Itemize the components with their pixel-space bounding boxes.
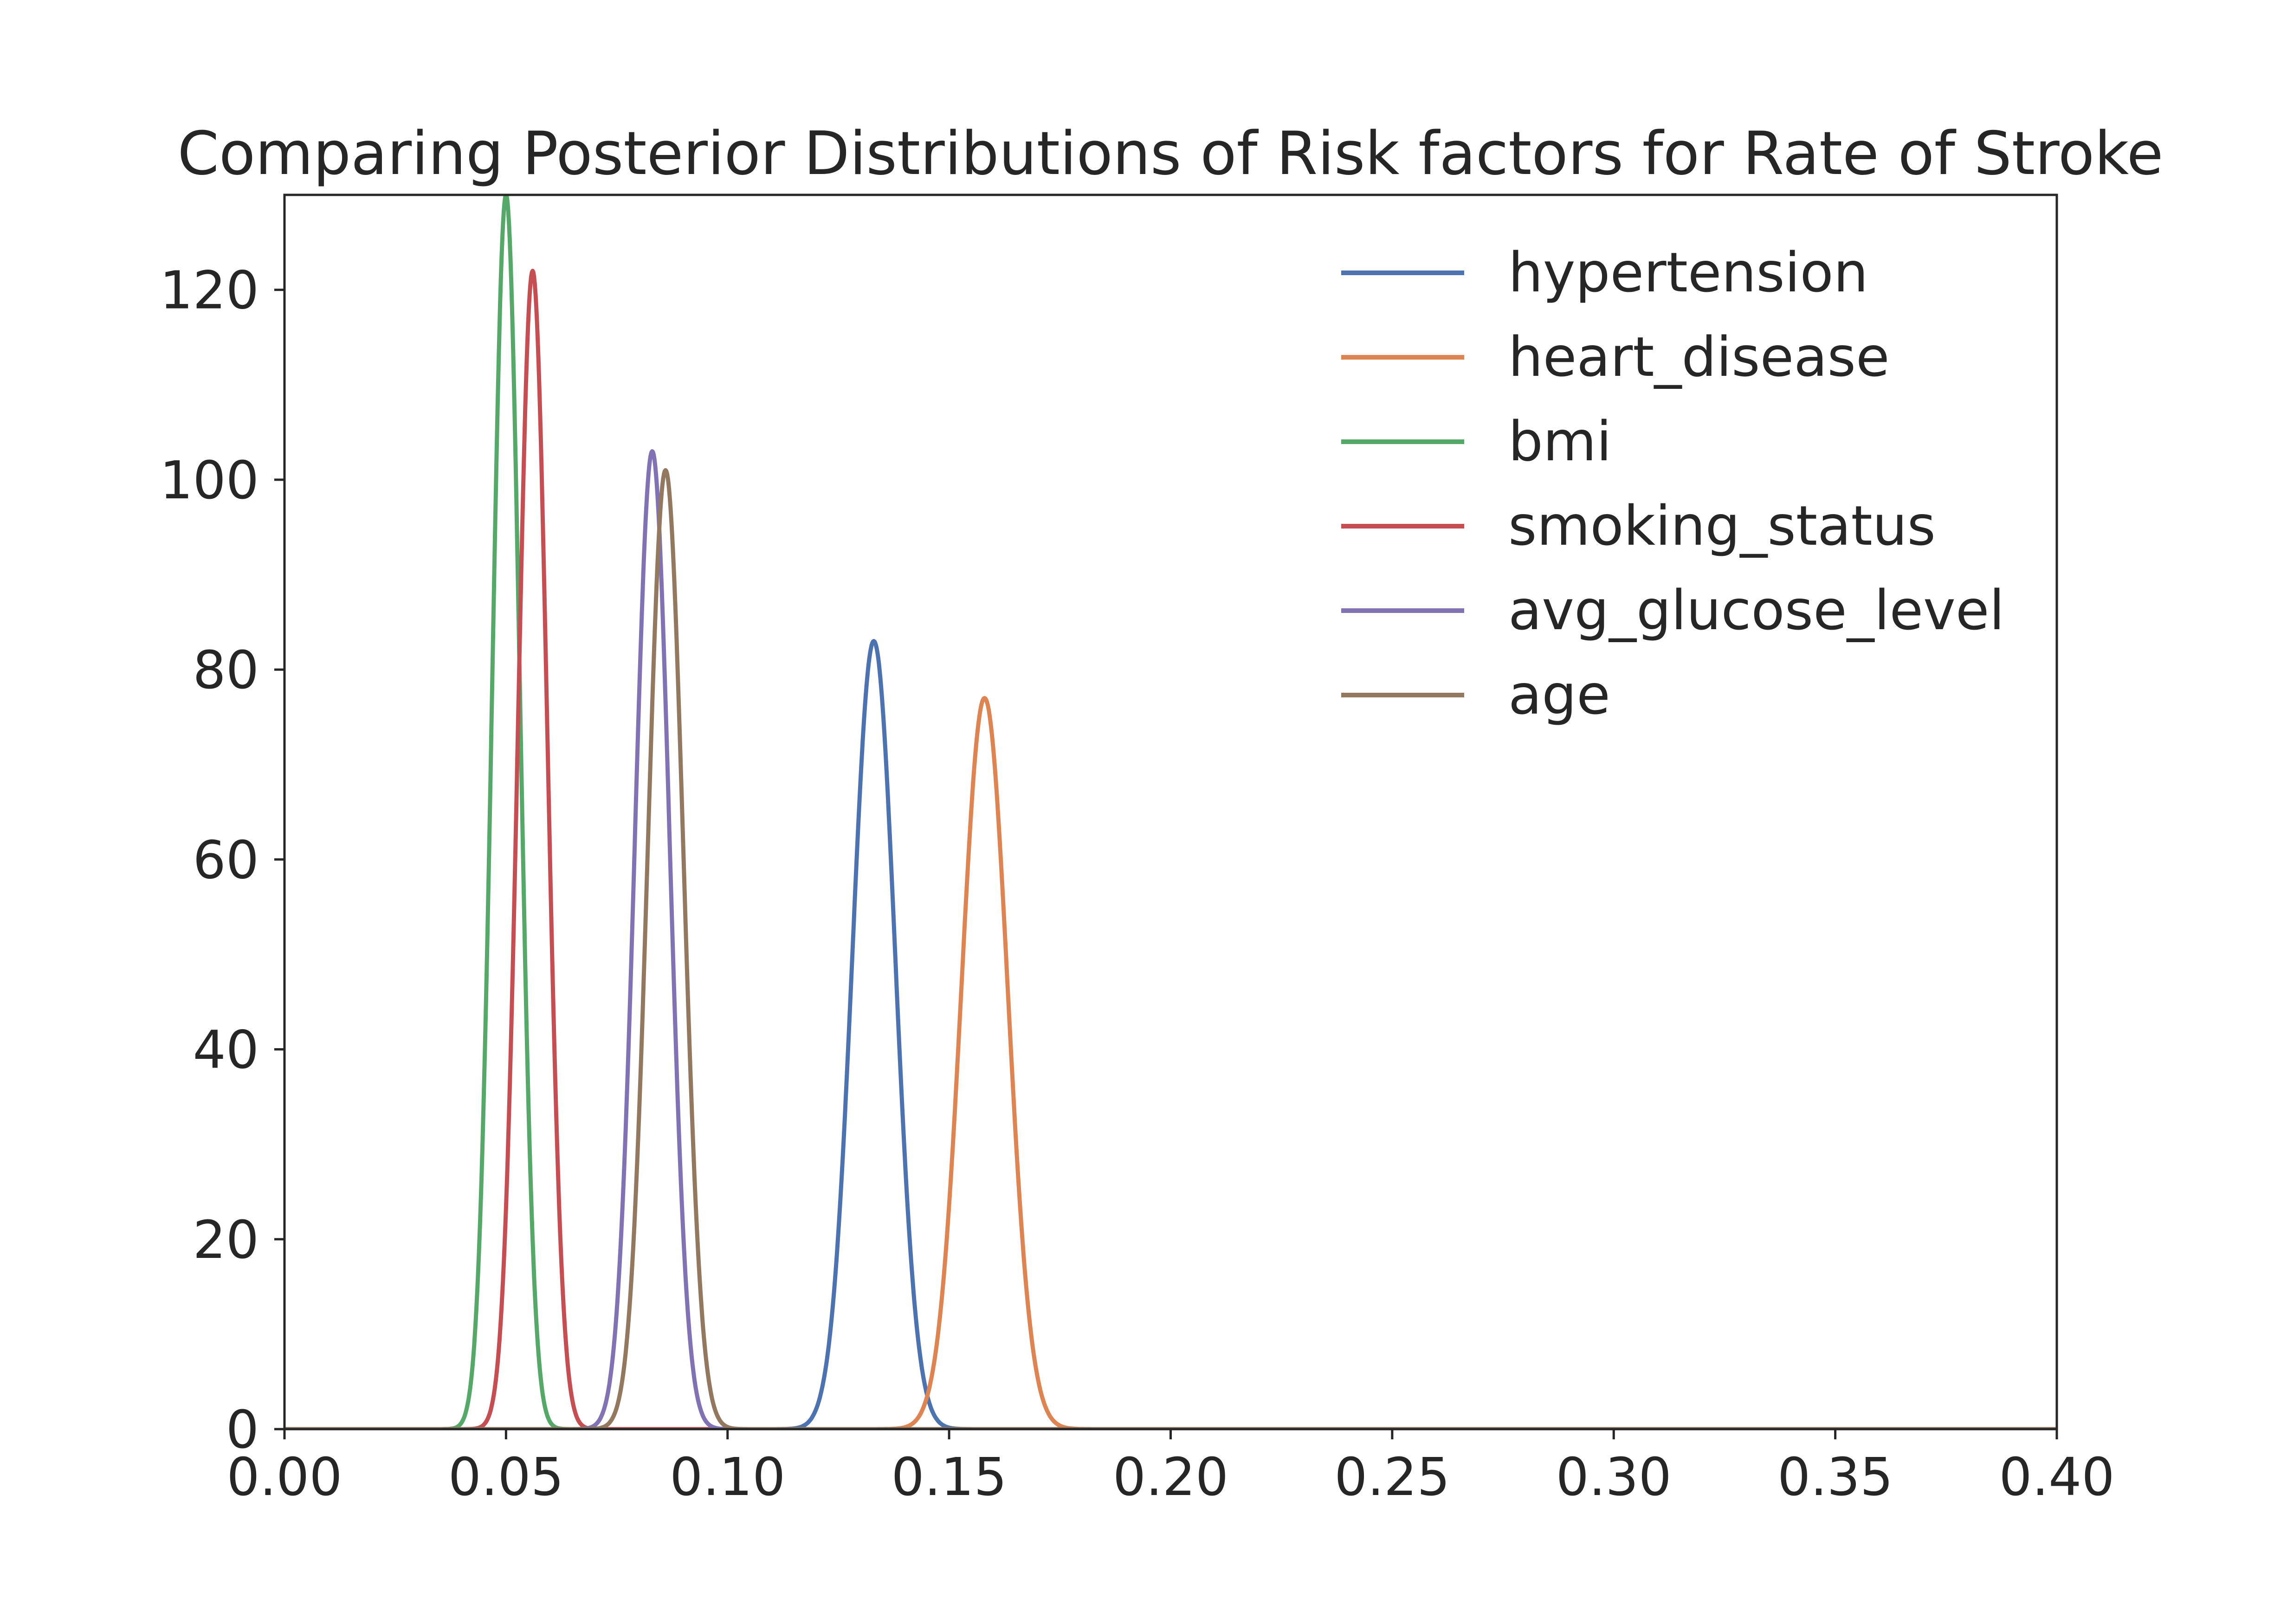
x-tick-label: 0.30 (1556, 1447, 1672, 1508)
legend-label-smoking-status: smoking_status (1508, 494, 1936, 558)
y-tick-label: 40 (193, 1020, 259, 1081)
y-tick-label: 60 (193, 830, 259, 890)
y-axis: 0 20 40 60 80 100 120 (160, 261, 284, 1460)
x-tick-label: 0.25 (1334, 1447, 1450, 1508)
y-tick-label: 20 (193, 1210, 259, 1270)
legend-label-hypertension: hypertension (1508, 240, 1868, 304)
x-tick-label: 0.05 (448, 1447, 564, 1508)
x-tick-label: 0.20 (1113, 1447, 1228, 1508)
legend-label-bmi: bmi (1508, 409, 1612, 473)
series-line-smoking-status (284, 269, 2057, 1429)
legend-label-heart-disease: heart_disease (1508, 325, 1890, 389)
x-tick-label: 0.10 (670, 1447, 785, 1508)
legend-label-age: age (1508, 663, 1610, 727)
legend-label-avg-glucose-level: avg_glucose_level (1508, 578, 2004, 642)
y-tick-label: 80 (193, 640, 259, 701)
x-tick-label: 0.40 (1999, 1447, 2114, 1508)
y-tick-label: 120 (160, 261, 259, 321)
y-tick-label: 0 (226, 1400, 259, 1460)
y-tick-label: 100 (160, 451, 259, 511)
chart-title: Comparing Posterior Distributions of Ris… (177, 119, 2163, 188)
x-tick-label: 0.35 (1777, 1447, 1893, 1508)
x-tick-label: 0.00 (226, 1447, 342, 1508)
x-axis: 0.00 0.05 0.10 0.15 0.20 0.25 0.30 0.35 0.40 (226, 1429, 2115, 1508)
x-tick-label: 0.15 (891, 1447, 1007, 1508)
